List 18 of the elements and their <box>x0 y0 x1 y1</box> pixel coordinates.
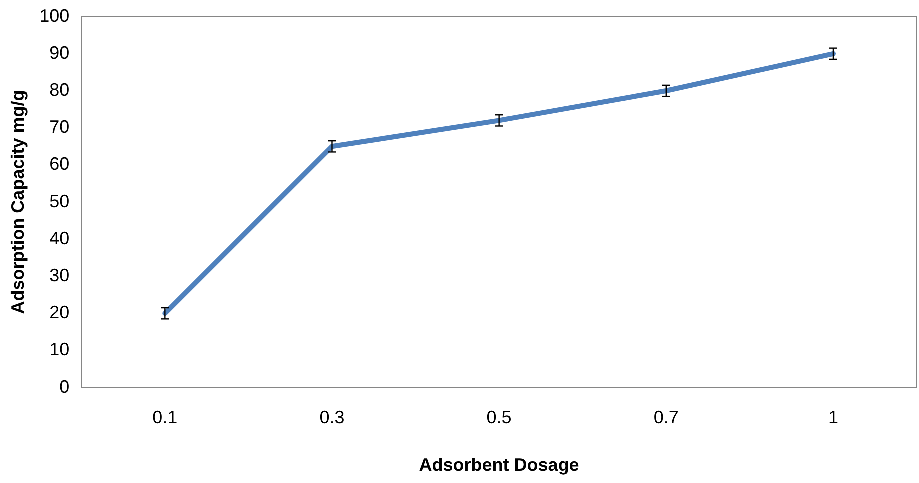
x-tick-label: 0.5 <box>486 408 512 428</box>
x-tick-label: 0.7 <box>654 408 679 428</box>
y-tick-label: 100 <box>40 6 70 26</box>
y-tick-label: 50 <box>50 191 70 212</box>
y-tick-label: 90 <box>50 42 70 63</box>
y-tick-label: 0 <box>60 376 70 397</box>
y-tick-label: 70 <box>50 117 70 138</box>
y-tick-label: 80 <box>50 80 70 100</box>
y-tick-label: 20 <box>50 302 70 323</box>
y-tick-label: 30 <box>50 265 70 286</box>
x-tick-label: 0.1 <box>152 408 178 428</box>
y-tick-label: 60 <box>50 154 70 174</box>
x-tick-label: 1 <box>828 408 838 428</box>
y-axis-title: Adsorption Capacity mg/g <box>8 90 28 314</box>
y-tick-label: 40 <box>50 228 70 248</box>
x-axis-title: Adsorbent Dosage <box>419 455 580 476</box>
y-tick-label: 10 <box>50 340 70 360</box>
x-tick-label: 0.3 <box>320 408 345 428</box>
